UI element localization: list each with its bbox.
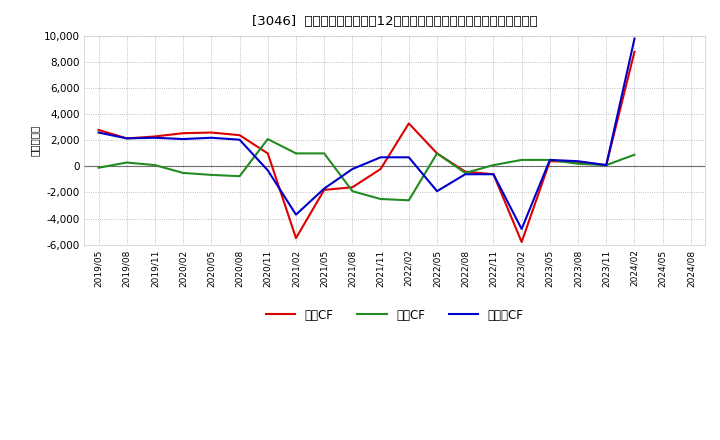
営業CF [207, 130, 216, 135]
フリーCF [405, 154, 413, 160]
投資CF [179, 170, 187, 176]
営業CF [348, 185, 356, 190]
営業CF [461, 169, 469, 174]
営業CF [405, 121, 413, 126]
フリーCF [264, 168, 272, 173]
フリーCF [122, 136, 131, 141]
Line: 投資CF: 投資CF [99, 139, 634, 200]
投資CF [602, 162, 611, 168]
フリーCF [518, 226, 526, 231]
営業CF [264, 151, 272, 156]
フリーCF [602, 162, 611, 168]
フリーCF [546, 157, 554, 162]
フリーCF [433, 188, 441, 194]
投資CF [292, 151, 300, 156]
Title: [3046]  キャッシュフローの12か月移動合計の対前年同期増減額の推移: [3046] キャッシュフローの12か月移動合計の対前年同期増減額の推移 [252, 15, 538, 28]
Line: 営業CF: 営業CF [99, 52, 634, 242]
投資CF [630, 152, 639, 158]
営業CF [292, 235, 300, 241]
営業CF [235, 132, 244, 138]
投資CF [348, 188, 356, 194]
営業CF [546, 158, 554, 164]
フリーCF [207, 135, 216, 140]
営業CF [489, 172, 498, 177]
フリーCF [292, 212, 300, 217]
フリーCF [94, 130, 103, 135]
投資CF [207, 172, 216, 177]
投資CF [320, 151, 328, 156]
フリーCF [377, 154, 385, 160]
Legend: 営業CF, 投資CF, フリーCF: 営業CF, 投資CF, フリーCF [261, 304, 528, 326]
投資CF [574, 161, 582, 166]
営業CF [122, 136, 131, 141]
営業CF [630, 49, 639, 55]
投資CF [461, 170, 469, 176]
投資CF [235, 173, 244, 179]
フリーCF [150, 135, 159, 140]
営業CF [320, 187, 328, 193]
フリーCF [461, 172, 469, 177]
フリーCF [630, 36, 639, 41]
投資CF [518, 157, 526, 162]
投資CF [264, 136, 272, 142]
投資CF [546, 157, 554, 162]
投資CF [150, 162, 159, 168]
営業CF [602, 162, 611, 168]
フリーCF [574, 158, 582, 164]
営業CF [150, 134, 159, 139]
フリーCF [489, 172, 498, 177]
営業CF [518, 239, 526, 245]
フリーCF [235, 137, 244, 143]
フリーCF [348, 166, 356, 172]
Line: フリーCF: フリーCF [99, 39, 634, 229]
投資CF [122, 160, 131, 165]
投資CF [433, 151, 441, 156]
営業CF [179, 131, 187, 136]
投資CF [94, 165, 103, 170]
投資CF [377, 196, 385, 202]
投資CF [405, 198, 413, 203]
営業CF [377, 166, 385, 172]
営業CF [433, 151, 441, 156]
営業CF [94, 127, 103, 132]
営業CF [574, 159, 582, 165]
フリーCF [320, 186, 328, 191]
投資CF [489, 162, 498, 168]
フリーCF [179, 136, 187, 142]
Y-axis label: （百万円）: （百万円） [30, 125, 40, 156]
